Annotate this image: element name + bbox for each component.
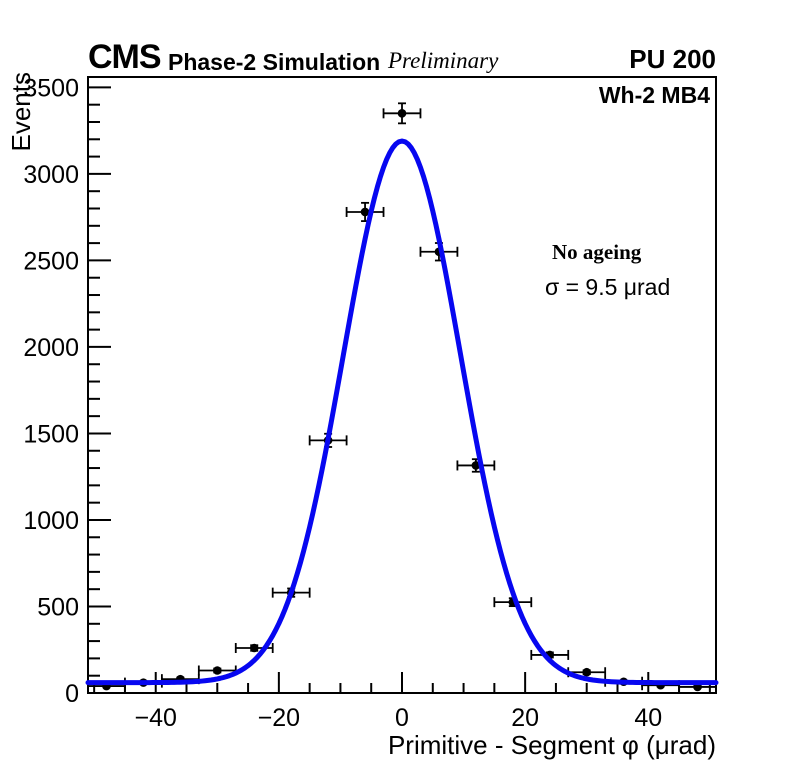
- header-pileup-label: PU 200: [629, 44, 716, 74]
- x-tick-label: 40: [634, 704, 662, 732]
- x-tick-label: −20: [258, 704, 300, 732]
- y-tick-label: 0: [65, 680, 79, 708]
- data-point: [471, 461, 481, 470]
- y-tick-label: 2000: [23, 334, 79, 362]
- data-point: [582, 667, 592, 677]
- data-point: [212, 666, 222, 675]
- y-tick-label: 2500: [23, 247, 79, 275]
- x-tick-label: −40: [135, 704, 177, 732]
- data-point: [397, 109, 407, 118]
- y-tick-label: 3500: [23, 74, 79, 102]
- header-preliminary-label: Preliminary: [388, 48, 499, 73]
- annotation-ageing-label: No ageing: [552, 240, 642, 264]
- data-point: [360, 207, 370, 217]
- cms-logo-text: CMS: [88, 38, 162, 76]
- gaussian-fit-curve: [85, 138, 719, 686]
- y-tick-label: 1000: [23, 507, 79, 535]
- y-tick-label: 1500: [23, 420, 79, 448]
- y-axis-title: Events: [6, 72, 36, 152]
- chamber-label: Wh-2 MB4: [598, 82, 710, 108]
- y-tick-label: 3000: [23, 161, 79, 189]
- y-tick-label: 500: [37, 593, 79, 621]
- x-tick-label: 20: [511, 704, 539, 732]
- x-tick-label: 0: [395, 704, 409, 732]
- x-axis-title: Primitive - Segment φ (μrad): [387, 730, 716, 760]
- annotation-sigma-value: σ = 9.5 μrad: [545, 274, 671, 300]
- plot-frame: [87, 76, 717, 694]
- data-point: [249, 643, 259, 653]
- header-program-label: Phase-2 Simulation: [168, 49, 381, 75]
